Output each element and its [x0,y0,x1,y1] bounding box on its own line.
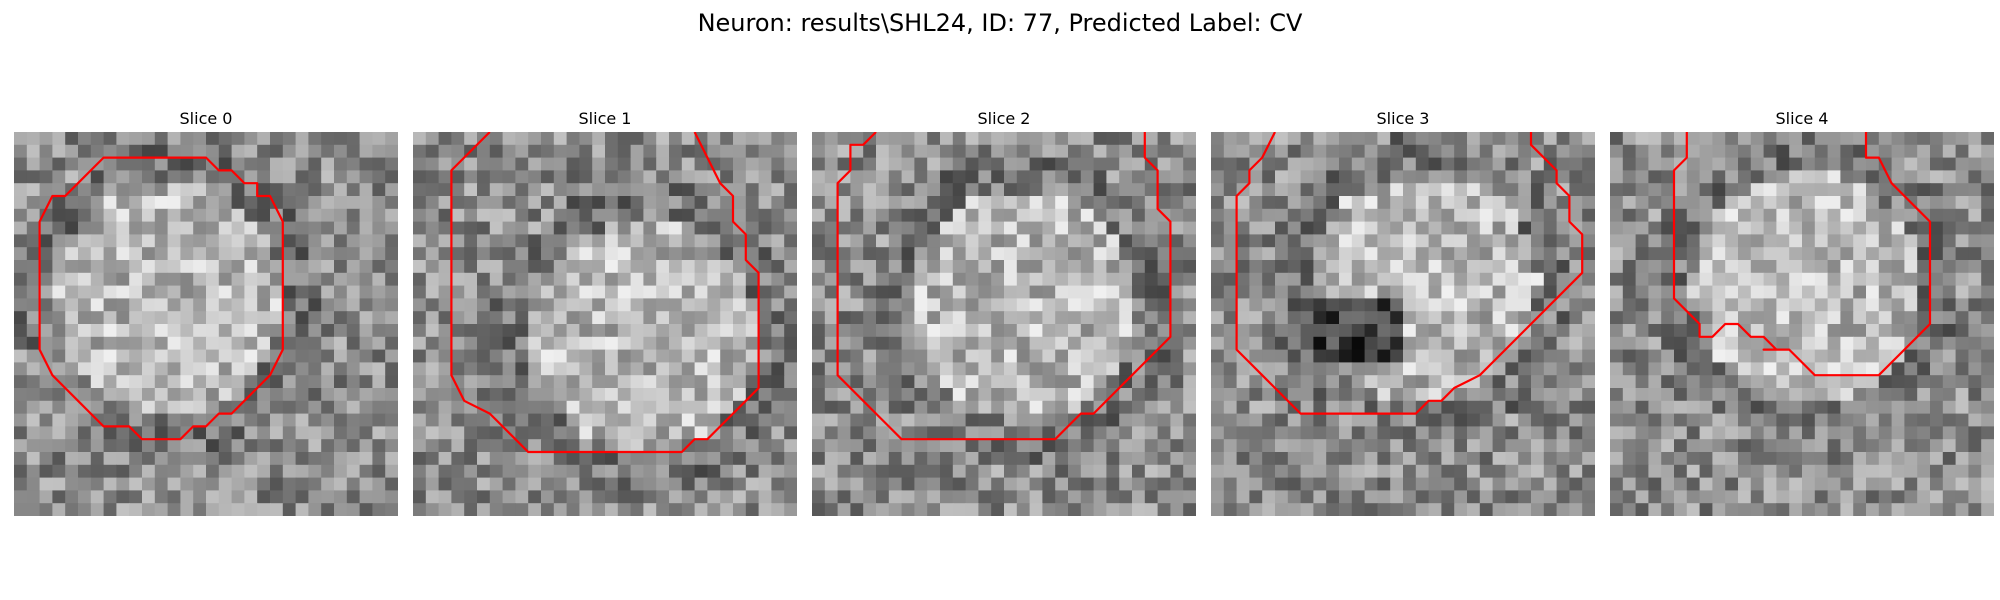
slice-title: Slice 1 [578,109,632,128]
slice-image [1211,132,1595,516]
segmentation-contour [1672,132,1932,377]
slice-image [413,132,797,516]
slice-panel: Slice 1 [413,108,797,516]
slice-title: Slice 0 [179,109,233,128]
slice-title: Slice 2 [977,109,1031,128]
segmentation-contour [836,132,1172,441]
slice-panel: Slice 4 [1610,108,1994,516]
slice-panel: Slice 2 [812,108,1196,516]
pixel-grid [812,132,1196,516]
slice-title: Slice 4 [1775,109,1829,128]
slice-panel: Slice 3 [1211,108,1595,516]
figure-title: Neuron: results\SHL24, ID: 77, Predicted… [697,9,1303,37]
pixel-grid [1610,132,1994,516]
segmentation-contour [38,156,284,441]
pixel-grid [14,132,398,516]
slice-image [812,132,1196,516]
segmentation-contour [450,132,760,454]
pixel-grid [1211,132,1595,516]
slice-image [1610,132,1994,516]
slice-panel: Slice 0 [14,108,398,516]
segmentation-contour [1235,132,1584,415]
slice-image [14,132,398,516]
slice-title: Slice 3 [1376,109,1430,128]
pixel-grid [413,132,797,516]
